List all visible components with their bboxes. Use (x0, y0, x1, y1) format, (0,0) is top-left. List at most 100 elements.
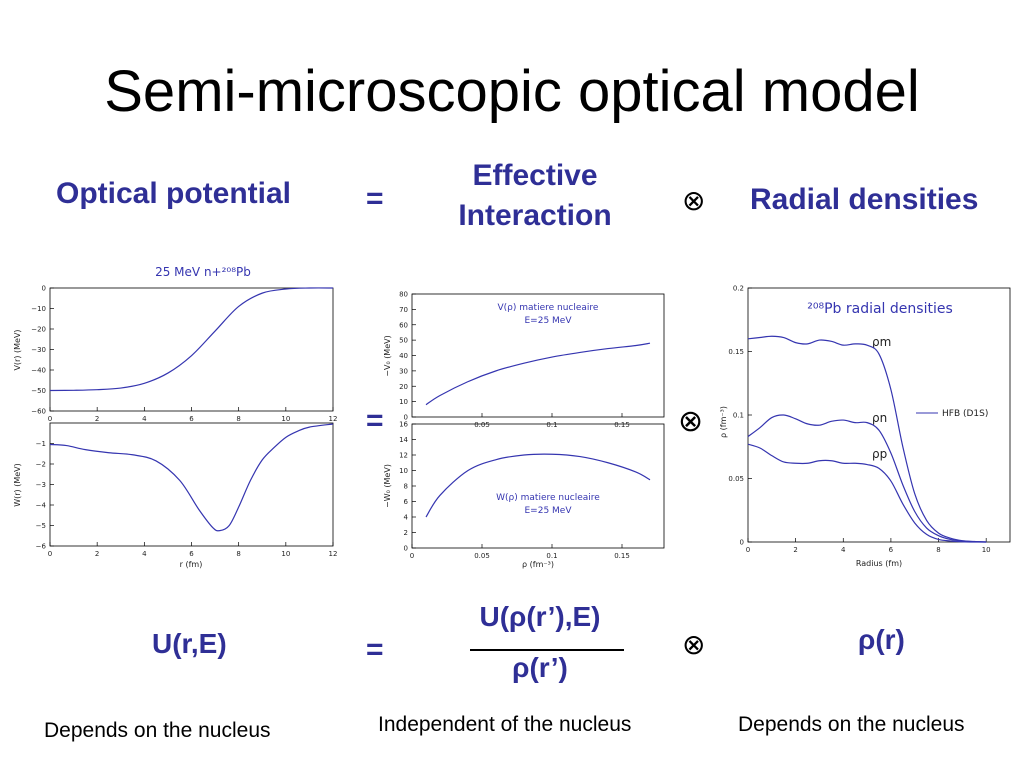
equals-sign: = (366, 182, 384, 215)
x-tick-label: 8 (236, 550, 240, 558)
v0-ylabel: −V₀ (MeV) (383, 335, 392, 376)
y-tick-label: 80 (399, 291, 408, 299)
x-tick-label: 6 (889, 546, 894, 554)
effective-interaction-label: Effective Interaction (420, 156, 650, 236)
x-tick-label: 4 (841, 546, 846, 554)
x-tick-label: 0 (48, 415, 52, 423)
note-middle: Independent of the nucleus (378, 713, 632, 736)
y-tick-label: −6 (36, 543, 47, 551)
x-tick-label: 8 (236, 415, 240, 423)
y-tick-label: −30 (31, 346, 46, 354)
y-tick-label: −2 (36, 461, 46, 469)
x-tick-label: 10 (281, 550, 290, 558)
y-tick-label: 60 (399, 321, 408, 329)
series-line-ρn (747, 414, 987, 543)
x-tick-label: 2 (95, 415, 99, 423)
x-tick-label: 0.1 (546, 552, 557, 560)
y-tick-label: 40 (399, 352, 408, 360)
potential-plot-title: 25 MeV n+²⁰⁸Pb (155, 265, 251, 279)
y-tick-label: 0 (404, 545, 408, 553)
note-right: Depends on the nucleus (738, 713, 965, 736)
w0-panel-frame (411, 423, 665, 549)
y-tick-label: 2 (404, 529, 408, 537)
y-tick-label: 0 (740, 539, 744, 547)
series-line-0 (49, 423, 334, 532)
x-tick-label: 0.05 (474, 552, 490, 560)
rho-n-label: ρn (872, 411, 887, 425)
y-tick-label: 0.2 (733, 285, 744, 293)
y-tick-label: 12 (399, 452, 408, 460)
formula-lhs: U(r,E) (152, 628, 227, 659)
formula-rho: ρ(r) (858, 624, 905, 655)
y-tick-label: 0 (404, 414, 408, 422)
x-tick-label: 0.05 (474, 421, 490, 429)
w-panel-frame (49, 422, 334, 547)
density-xlabel: Radius (fm) (856, 559, 902, 568)
y-tick-label: −3 (36, 481, 46, 489)
slide-title: Semi-microscopic optical model (104, 59, 920, 124)
y-tick-label: 0.1 (733, 412, 744, 420)
formula-equals: = (366, 633, 384, 666)
otimes-symbol: ⊗ (682, 184, 706, 217)
x-tick-label: 0.1 (546, 421, 557, 429)
y-tick-label: 20 (399, 383, 408, 391)
x-tick-label: 8 (936, 546, 940, 554)
series-line-0 (49, 287, 334, 392)
y-tick-label: 8 (404, 483, 408, 491)
y-tick-label: 4 (404, 514, 409, 522)
y-tick-label: 10 (399, 467, 408, 475)
w0-legend-line1: W(ρ) matiere nucleaire (496, 493, 600, 503)
optical-potential-label: Optical potential (56, 177, 292, 210)
x-tick-label: 10 (982, 546, 991, 554)
w-ylabel: W(r) (MeV) (13, 463, 22, 507)
x-tick-label: 6 (189, 550, 194, 558)
rho-xlabel: ρ (fm⁻³) (522, 560, 554, 569)
formula-denominator: ρ(r’) (512, 652, 568, 683)
density-plot-title: ²⁰⁸Pb radial densities (807, 301, 953, 317)
x-tick-label: 2 (793, 546, 797, 554)
series-line-0 (425, 342, 651, 406)
x-tick-label: 12 (329, 550, 338, 558)
y-tick-label: −60 (31, 408, 46, 416)
radial-densities-label: Radial densities (750, 183, 979, 216)
v-panel-frame (49, 287, 334, 412)
y-tick-label: 10 (399, 398, 408, 406)
formula-otimes: ⊗ (682, 628, 706, 661)
x-tick-label: 0.15 (614, 552, 630, 560)
y-tick-label: 0.05 (728, 475, 744, 483)
y-tick-label: −40 (31, 367, 46, 375)
v0-legend-line1: V(ρ) matiere nucleaire (498, 303, 599, 313)
density-ylabel: ρ (fm⁻³) (719, 406, 728, 438)
effective-line: Effective (472, 159, 598, 192)
y-tick-label: −20 (31, 326, 46, 334)
y-tick-label: 30 (399, 367, 408, 375)
x-tick-label: 0 (410, 552, 414, 560)
note-left: Depends on the nucleus (44, 719, 271, 742)
fraction-bar (470, 649, 624, 651)
w0-ylabel: −W₀ (MeV) (383, 464, 392, 508)
x-tick-label: 10 (281, 415, 290, 423)
w-xlabel: r (fm) (180, 560, 203, 569)
y-tick-label: −5 (36, 522, 46, 530)
x-tick-label: 4 (142, 550, 147, 558)
series-line-ρm (747, 335, 987, 543)
mid-equals-sign: = (366, 404, 384, 437)
x-tick-label: 4 (142, 415, 147, 423)
y-tick-label: 70 (399, 306, 408, 314)
w0-legend-line2: E=25 MeV (525, 506, 573, 516)
x-tick-label: 2 (95, 550, 99, 558)
x-tick-label: 0 (746, 546, 750, 554)
interaction-plot: −V₀ (MeV) −W₀ (MeV) V(ρ) matiere nucleai… (383, 291, 665, 569)
x-tick-label: 12 (329, 415, 338, 423)
x-tick-label: 0 (48, 550, 52, 558)
y-tick-label: 0.15 (728, 348, 744, 356)
y-tick-label: −1 (36, 440, 46, 448)
y-tick-label: −4 (36, 502, 47, 510)
y-tick-label: 14 (399, 436, 408, 444)
y-tick-label: 0 (42, 285, 46, 293)
y-tick-label: 50 (399, 337, 408, 345)
rho-m-label: ρm (872, 335, 891, 349)
rho-p-label: ρp (872, 447, 887, 461)
formula-numerator: U(ρ(r’),E) (479, 601, 601, 632)
legend-hfb: HFB (D1S) (942, 409, 988, 419)
